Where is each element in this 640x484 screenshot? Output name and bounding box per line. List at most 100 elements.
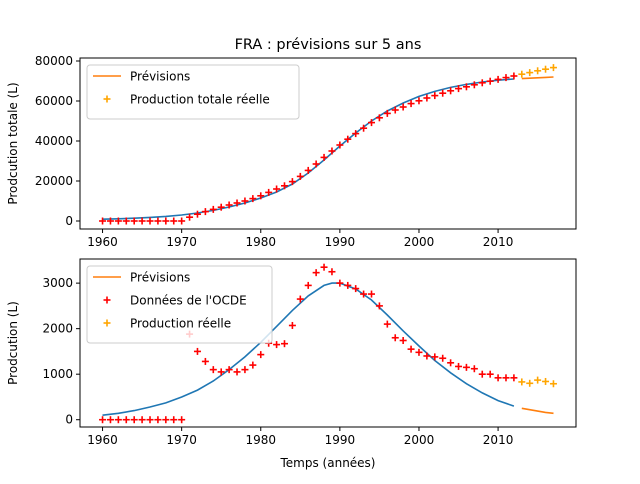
data-point-oecd <box>368 290 376 298</box>
data-point-oecd <box>249 195 257 203</box>
legend-swatch-oecd <box>103 296 111 304</box>
data-point-oecd <box>439 354 447 362</box>
legend-item: Prévisions <box>93 271 190 285</box>
data-point-oecd <box>225 366 233 374</box>
data-point-oecd <box>502 374 510 382</box>
data-point-oecd <box>478 79 486 87</box>
y-tick-label: 2000 <box>42 322 73 336</box>
y-tick-label: 3000 <box>42 276 73 290</box>
data-point-oecd <box>201 208 209 216</box>
axes-frame <box>79 258 577 428</box>
data-point-oecd <box>462 83 470 91</box>
legend-box <box>86 64 300 120</box>
x-tick-label: 1960 <box>87 433 118 447</box>
data-point-oecd <box>352 285 360 293</box>
data-point-oecd <box>447 87 455 95</box>
data-point-oecd <box>344 135 352 143</box>
data-point-oecd <box>193 210 201 218</box>
data-point-oecd <box>178 416 186 424</box>
data-point-oecd <box>320 153 328 161</box>
legend-label: Prévisions <box>130 70 190 84</box>
legend: Prévisions Production totale réelle <box>86 64 300 120</box>
data-point-actual <box>534 376 542 384</box>
data-point-oecd <box>122 217 130 225</box>
data-point-oecd <box>106 416 114 424</box>
data-point-oecd <box>296 172 304 180</box>
data-point-oecd <box>288 321 296 329</box>
data-point-oecd <box>510 374 518 382</box>
data-point-oecd <box>360 124 368 132</box>
legend-label: Production totale réelle <box>130 93 270 107</box>
legend-item: Données de l'OCDE <box>103 294 247 308</box>
x-tick-label: 1990 <box>325 235 356 249</box>
data-point-oecd <box>455 85 463 93</box>
data-point-oecd <box>146 416 154 424</box>
y-tick-label: 80000 <box>35 54 73 68</box>
data-point-oecd <box>312 160 320 168</box>
data-point-oecd <box>336 279 344 287</box>
data-point-oecd <box>225 201 233 209</box>
data-point-oecd <box>304 166 312 174</box>
data-point-oecd <box>415 97 423 105</box>
data-point-oecd <box>447 359 455 367</box>
data-point-oecd <box>193 347 201 355</box>
legend-swatch-actual <box>103 319 111 327</box>
data-point-oecd <box>288 178 296 186</box>
chart-panel-1: 1960 1970 1980 1990 2000 2010 0 20000 40000 60000… <box>6 54 577 249</box>
data-point-actual <box>526 379 534 387</box>
data-point-oecd <box>273 185 281 193</box>
data-point-oecd <box>486 370 494 378</box>
data-point-oecd <box>146 217 154 225</box>
data-point-oecd <box>170 416 178 424</box>
data-point-actual <box>542 65 550 73</box>
data-point-oecd <box>99 217 107 225</box>
data-point-oecd <box>296 295 304 303</box>
data-point-oecd <box>209 205 217 213</box>
data-point-oecd <box>122 416 130 424</box>
data-point-actual <box>549 64 557 72</box>
data-point-oecd <box>383 109 391 117</box>
y-tick-label: 60000 <box>35 94 73 108</box>
legend-box <box>86 265 273 344</box>
data-point-oecd <box>265 188 273 196</box>
x-tick-label: 1970 <box>166 433 197 447</box>
data-point-oecd <box>209 366 217 374</box>
data-point-oecd <box>130 217 138 225</box>
data-point-oecd <box>336 141 344 149</box>
data-point-oecd <box>241 197 249 205</box>
data-point-oecd <box>494 75 502 83</box>
x-tick-label: 1980 <box>245 433 276 447</box>
data-point-oecd <box>154 416 162 424</box>
data-point-oecd <box>391 106 399 114</box>
data-point-oecd <box>312 269 320 277</box>
legend-label: Prévisions <box>130 271 190 285</box>
x-tick-label: 1960 <box>87 235 118 249</box>
x-tick-label: 1990 <box>325 433 356 447</box>
data-point-oecd <box>186 213 194 221</box>
data-point-oecd <box>99 416 107 424</box>
y-tick-label: 40000 <box>35 134 73 148</box>
data-point-oecd <box>170 217 178 225</box>
data-point-oecd <box>352 130 360 138</box>
data-point-oecd <box>217 368 225 376</box>
data-point-oecd <box>114 416 122 424</box>
legend-item: Prévisions <box>93 70 190 84</box>
data-point-oecd <box>138 217 146 225</box>
data-point-oecd <box>233 368 241 376</box>
legend-item: Production réelle <box>103 317 231 331</box>
series-line-forecast <box>521 407 554 415</box>
data-point-oecd <box>478 370 486 378</box>
x-tick-label: 2010 <box>483 235 514 249</box>
data-point-oecd <box>470 365 478 373</box>
axes-frame <box>79 57 577 230</box>
y-axis-label: Prodcution (L) <box>6 301 20 385</box>
data-point-oecd <box>455 362 463 370</box>
data-point-oecd <box>162 217 170 225</box>
data-point-oecd <box>304 281 312 289</box>
data-point-oecd <box>470 81 478 89</box>
data-point-oecd <box>114 217 122 225</box>
data-point-oecd <box>344 281 352 289</box>
data-point-actual <box>518 378 526 386</box>
